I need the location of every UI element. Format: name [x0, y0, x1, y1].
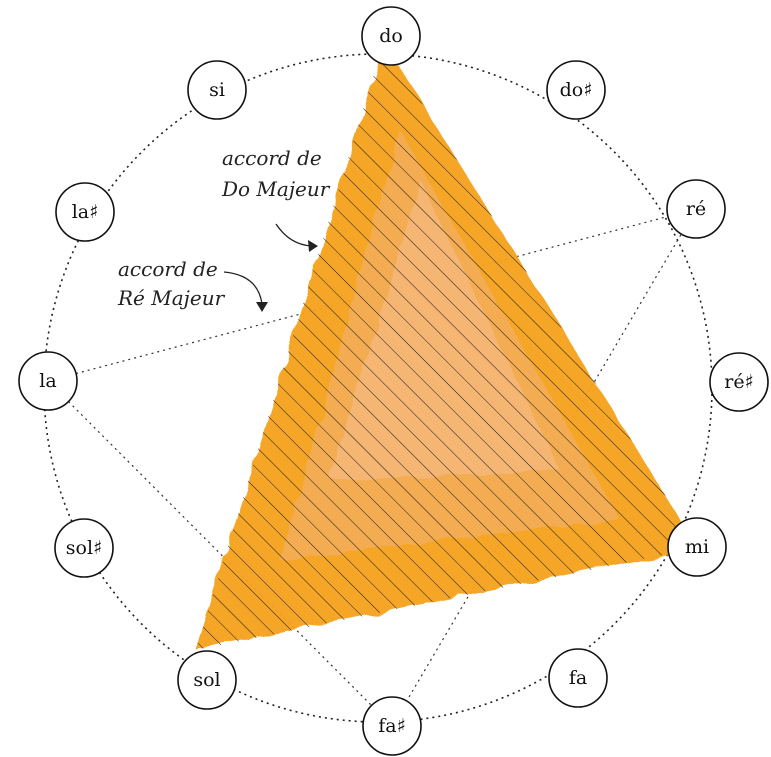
note-node-do: do — [361, 6, 421, 66]
note-label-do: do — [379, 25, 403, 47]
note-node-re-sharp: ré♯ — [709, 352, 769, 412]
note-node-mi: mi — [667, 517, 727, 577]
arrow-do-majeur — [275, 223, 313, 247]
note-label-sol-sharp: sol♯ — [66, 537, 102, 559]
caption-do-majeur-line2: Do Majeur — [221, 177, 331, 201]
note-label-re-sharp: ré♯ — [724, 371, 754, 393]
note-label-fa-sharp: fa♯ — [378, 715, 406, 737]
note-node-la-sharp: la♯ — [55, 182, 115, 242]
note-node-sol-sharp: sol♯ — [54, 518, 114, 578]
note-label-la: la — [39, 370, 56, 392]
note-label-re: ré — [686, 198, 706, 220]
note-node-la: la — [18, 351, 78, 411]
note-node-fa: fa — [548, 648, 608, 708]
note-node-sol: sol — [177, 650, 237, 710]
chord-do-majeur-triangle — [196, 42, 698, 650]
note-label-do-sharp: do♯ — [560, 79, 593, 101]
caption-do-majeur-line1: accord de — [222, 146, 322, 170]
caption-re-majeur-line2: Ré Majeur — [117, 286, 226, 310]
note-node-fa-sharp: fa♯ — [362, 696, 422, 756]
note-label-sol: sol — [193, 669, 220, 691]
note-node-si: si — [187, 60, 247, 120]
note-label-fa: fa — [569, 667, 587, 689]
caption-re-majeur: accord de Ré Majeur — [117, 257, 268, 312]
note-label-la-sharp: la♯ — [72, 201, 99, 223]
caption-re-majeur-line1: accord de — [118, 257, 218, 281]
note-node-re: ré — [666, 179, 726, 239]
note-label-si: si — [209, 79, 225, 101]
caption-do-majeur: accord de Do Majeur — [221, 146, 331, 252]
note-node-do-sharp: do♯ — [546, 60, 606, 120]
note-label-mi: mi — [685, 536, 709, 558]
arrow-re-majeur — [223, 271, 263, 305]
